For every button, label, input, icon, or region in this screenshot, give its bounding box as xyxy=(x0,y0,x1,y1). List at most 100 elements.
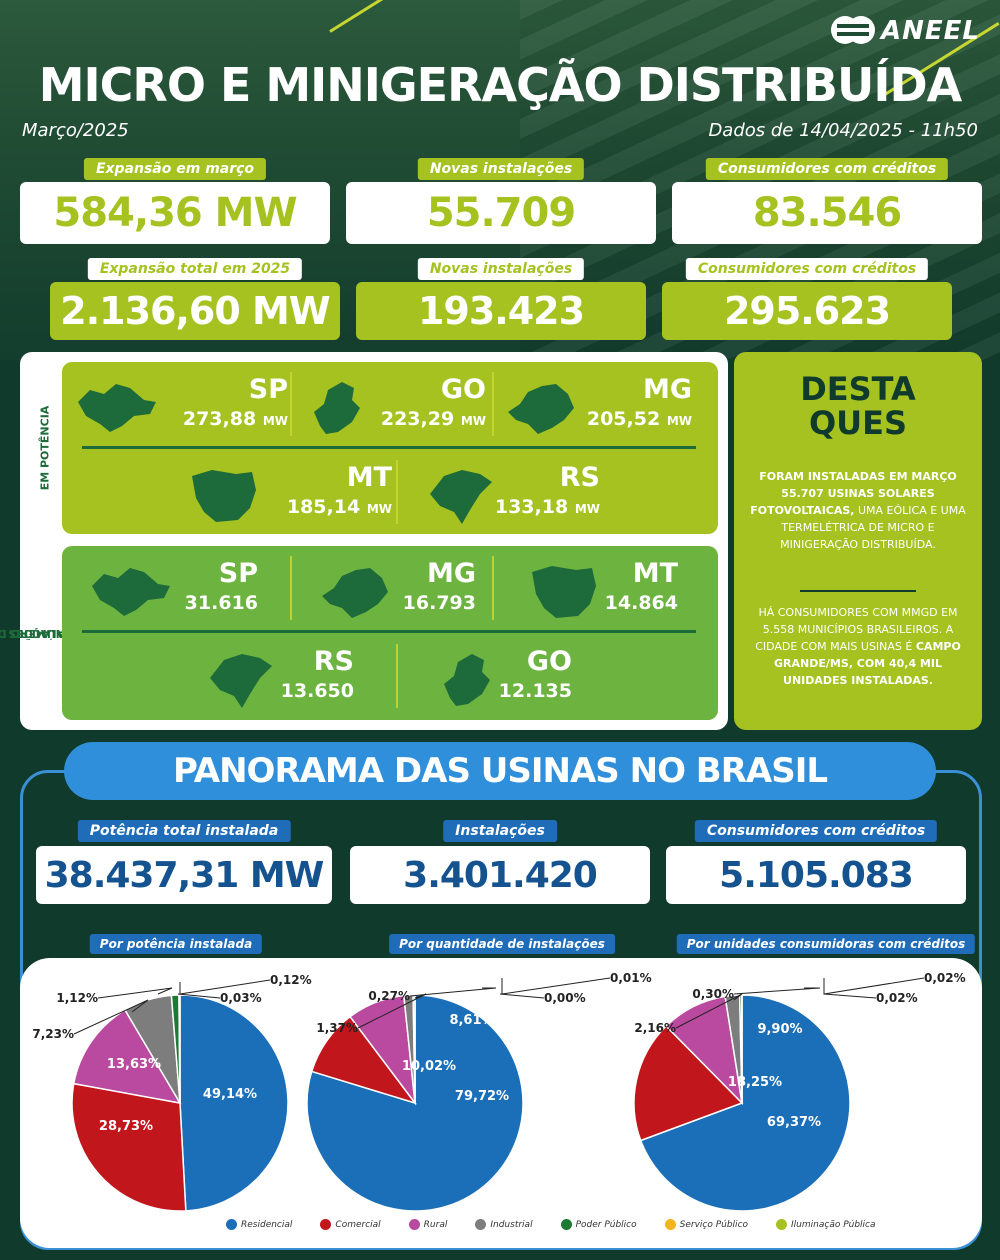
kpi-value: 2.136,60 MW xyxy=(50,282,340,340)
state-code: RS xyxy=(559,462,600,493)
pie-charts: 49,14% 28,73% 13,63% 7,23% 1,12% 0,12% 0,03% 79… xyxy=(32,971,966,1212)
pie-data-label: 1,37% xyxy=(316,1021,358,1035)
page-title: MICRO E MINIGERAÇÃO DISTRIBUÍDA xyxy=(38,58,962,112)
pie-data-label: 49,14% xyxy=(203,1087,257,1102)
logo-text: ANEEL xyxy=(881,16,980,46)
state-code: GO xyxy=(440,374,486,405)
callout-line xyxy=(733,987,821,995)
pie-data-label: 0,03% xyxy=(220,991,262,1005)
kpi-total-consumers: 5.105.083 Consumidores com créditos xyxy=(666,820,966,904)
state-code: SP xyxy=(248,374,288,405)
pie-data-label: 9,90% xyxy=(757,1022,802,1037)
mt-map-icon xyxy=(192,470,256,522)
state-value: 31.616 xyxy=(184,592,258,614)
rs-map-icon xyxy=(430,470,492,524)
power-ranking: SP 273,88 MW GO 223,29 MW MG 205,52 MW M… xyxy=(62,362,718,534)
mt-map-icon xyxy=(532,566,596,618)
kpi-total-power: 38.437,31 MW Potência total instalada xyxy=(36,820,332,904)
callout-line xyxy=(675,993,743,1029)
state-value: 223,29 MW xyxy=(380,408,486,430)
pie-charts-card: 49,14% 28,73% 13,63% 7,23% 1,12% 0,12% 0,03% 79… xyxy=(20,958,982,1248)
state-value: 14.864 xyxy=(604,592,678,614)
kpi-value: 55.709 xyxy=(346,182,656,244)
pie-data-label: 0,12% xyxy=(270,973,312,987)
callout-line xyxy=(97,987,173,999)
kpi-value: 295.623 xyxy=(662,282,952,340)
state-code: SP xyxy=(218,558,258,589)
kpi-label: Consumidores com créditos xyxy=(705,158,949,180)
kpi-value: 3.401.420 xyxy=(350,846,650,904)
power-section-label: EM POTÊNCIA xyxy=(38,405,52,491)
kpi-value: 38.437,31 MW xyxy=(36,846,332,904)
mg-map-icon xyxy=(322,568,388,618)
panorama-title: PANORAMA DAS USINAS NO BRASIL xyxy=(64,742,936,800)
go-map-icon xyxy=(444,654,490,706)
pie-data-label: 0,01% xyxy=(610,971,652,985)
state-value: 16.793 xyxy=(402,592,476,614)
callout-line xyxy=(73,999,149,1035)
callout-line xyxy=(499,993,545,999)
state-code: RS xyxy=(313,646,354,677)
state-card-rs: RS 133,18 MW xyxy=(418,458,600,528)
sp-map-icon xyxy=(92,568,170,616)
legend-item: Serviço Público xyxy=(664,1219,748,1230)
reference-month: Março/2025 xyxy=(22,120,129,141)
kpi-value: 193.423 xyxy=(356,282,646,340)
kpi-value: 83.546 xyxy=(672,182,982,244)
state-card-go: GO 12.135 xyxy=(430,642,572,712)
pie-data-label: 0,02% xyxy=(924,971,966,985)
highlights-title: DESTA QUES xyxy=(800,370,916,442)
state-card-mt: MT 14.864 xyxy=(522,554,678,624)
state-value: 12.135 xyxy=(498,680,572,702)
pie-title: Por quantidade de instalações xyxy=(389,934,615,954)
kpi-label: Consumidores com créditos xyxy=(685,258,929,280)
rs-map-icon xyxy=(210,654,272,708)
callout-line xyxy=(823,993,877,999)
highlight-text: FORAM INSTALADAS EM MARÇO 55.707 USINAS … xyxy=(750,470,966,551)
legend-item: Iluminação Pública xyxy=(776,1219,876,1230)
kpi-label: Potência total instalada xyxy=(77,820,291,842)
kpi-total-installs: 3.401.420 Instalações xyxy=(350,820,650,904)
legend-item: Comercial xyxy=(320,1219,381,1230)
chart-legend: Residencial Comercial Rural Industrial P… xyxy=(226,1219,876,1230)
kpi-year-installs: 193.423 Novas instalações xyxy=(356,258,646,340)
sp-map-icon xyxy=(78,384,156,432)
state-card-mg: MG 205,52 MW xyxy=(502,370,692,440)
state-code: MG xyxy=(426,558,476,589)
state-card-sp: SP 31.616 xyxy=(88,554,258,624)
legend-item: Industrial xyxy=(475,1219,533,1230)
kpi-label: Instalações xyxy=(443,820,557,842)
highlights-divider xyxy=(800,590,916,592)
mg-map-icon xyxy=(508,384,574,434)
state-value: 273,88 MW xyxy=(182,408,288,430)
pie-data-label: 1,12% xyxy=(56,991,98,1005)
state-card-mt: MT 185,14 MW xyxy=(182,458,392,528)
pie-title: Por unidades consumidoras com créditos xyxy=(676,934,976,954)
state-value: 185,14 MW xyxy=(286,496,392,518)
callout-line xyxy=(177,993,221,999)
legend-item: Poder Público xyxy=(560,1219,637,1230)
kpi-year-consumers: 295.623 Consumidores com créditos xyxy=(662,258,952,340)
state-value: 13.650 xyxy=(280,680,354,702)
legend-item: Residencial xyxy=(226,1219,292,1230)
state-value: 133,18 MW xyxy=(494,496,600,518)
state-code: MG xyxy=(642,374,692,405)
aneel-logo: ANEEL xyxy=(831,16,980,46)
highlights-panel: DESTA QUES FORAM INSTALADAS EM MARÇO 55.… xyxy=(734,352,982,730)
kpi-value: 584,36 MW xyxy=(20,182,330,244)
pie-data-label: 69,37% xyxy=(767,1115,821,1130)
callout-line xyxy=(409,987,497,997)
kpi-label: Expansão em março xyxy=(83,158,267,180)
pie-data-label: 10,02% xyxy=(402,1059,456,1074)
kpi-label: Novas instalações xyxy=(417,158,585,180)
aneel-logo-icon xyxy=(831,16,876,46)
pie-data-label: 2,16% xyxy=(634,1021,676,1035)
installs-section-label: EM NÚMERO DE INSTALAÇÕES xyxy=(0,627,94,640)
state-card-go: GO 223,29 MW xyxy=(300,370,486,440)
kpi-monthly-installs: 55.709 Novas instalações xyxy=(346,158,656,244)
state-card-mg: MG 16.793 xyxy=(316,554,476,624)
state-code: GO xyxy=(526,646,572,677)
pie-slice-comercial xyxy=(633,1025,744,1142)
kpi-label: Consumidores com créditos xyxy=(694,820,938,842)
pie-slice-residencial xyxy=(639,994,851,1212)
